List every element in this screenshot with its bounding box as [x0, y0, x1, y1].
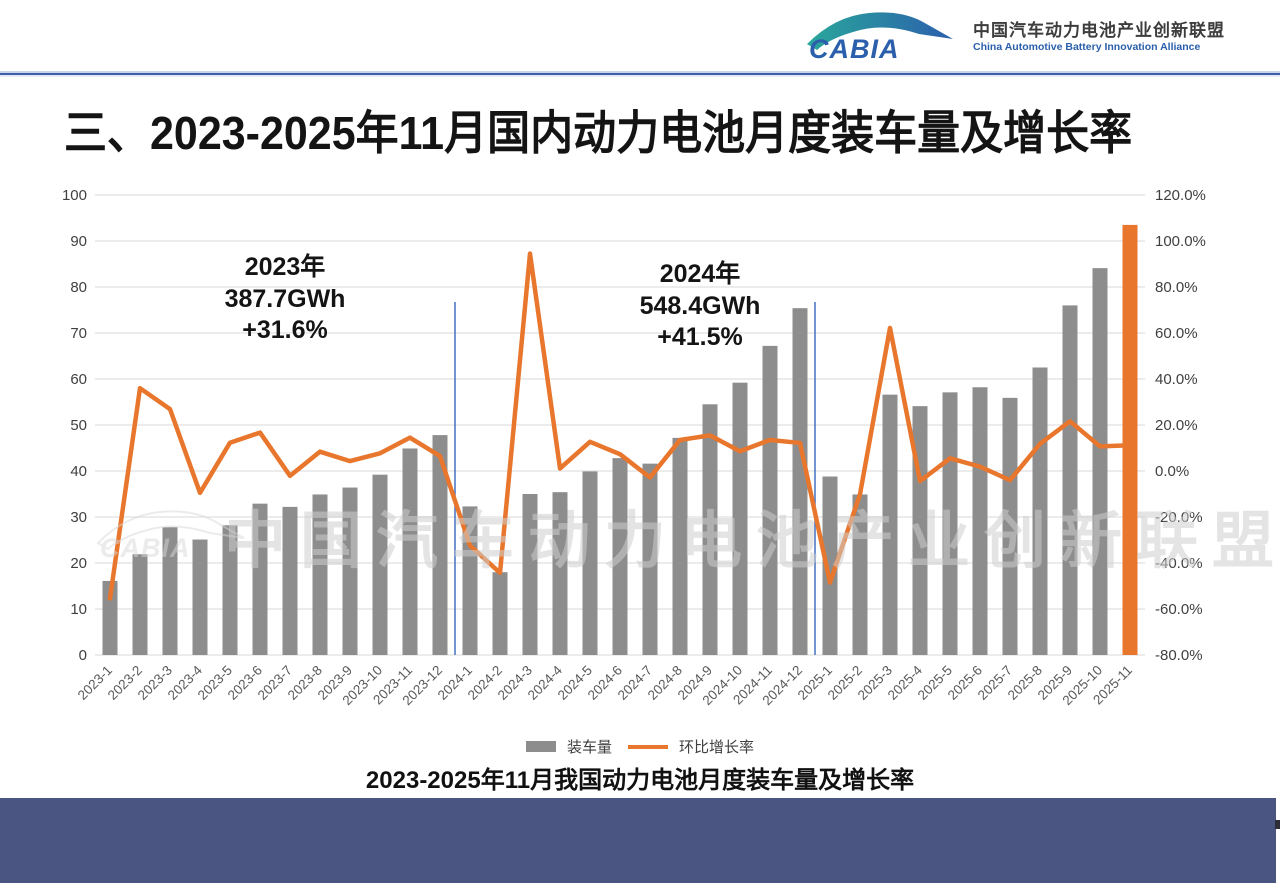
- bar: [492, 572, 508, 655]
- highlight-bar: [1122, 224, 1138, 655]
- bar: [342, 487, 358, 655]
- combo-chart: 0 10 20 30 40 50 60 70 80 90 100 -80.0% -60.0% -40.0%…: [62, 187, 1206, 708]
- annotation-line: +31.6%: [242, 316, 328, 344]
- legend-line-label: 环比增长率: [679, 739, 755, 756]
- bar: [462, 506, 478, 655]
- bar: [702, 404, 718, 655]
- page-title: 三、2023-2025年11月国内动力电池月度装车量及增长率: [64, 107, 1133, 160]
- right-axis-tick: 100.0%: [1155, 233, 1206, 250]
- right-axis-tick: 60.0%: [1155, 325, 1198, 342]
- annotation: 2023年 387.7GWh +31.6%: [225, 252, 346, 344]
- bar: [252, 503, 268, 655]
- year-divider-lines: [454, 302, 816, 655]
- annotation-line: 387.7GWh: [225, 285, 346, 313]
- bar: [972, 387, 988, 655]
- bar: [1062, 305, 1078, 655]
- svg-text:CABIA: CABIA: [809, 34, 900, 64]
- bar: [552, 492, 568, 655]
- left-axis-tick: 80: [70, 279, 87, 296]
- header: CABIA 中国汽车动力电池产业创新联盟 China Automotive Ba…: [0, 0, 1280, 72]
- cabia-logo: CABIA 中国汽车动力电池产业创新联盟 China Automotive Ba…: [801, 8, 1225, 66]
- bars-series: [102, 224, 1138, 655]
- footer-bar: [0, 798, 1276, 883]
- left-axis-tick: 90: [70, 233, 87, 250]
- chart: 0 10 20 30 40 50 60 70 80 90 100 -80.0% -60.0% -40.0%…: [0, 180, 1280, 756]
- left-axis-tick: 20: [70, 555, 87, 572]
- bar: [942, 392, 958, 655]
- org-name-en: China Automotive Battery Innovation Alli…: [973, 41, 1201, 54]
- bar: [522, 494, 538, 655]
- chart-legend: 装车量 环比增长率: [0, 736, 1280, 757]
- annotation-line: 2023年: [245, 252, 326, 281]
- legend-line-swatch: [628, 744, 668, 749]
- bar: [882, 394, 898, 655]
- bar: [792, 308, 808, 655]
- bar: [402, 448, 418, 655]
- org-name-cn: 中国汽车动力电池产业创新联盟: [973, 20, 1225, 40]
- legend-bar-swatch: [525, 741, 556, 752]
- bar: [222, 525, 238, 655]
- bar: [852, 494, 868, 655]
- bar: [822, 476, 838, 655]
- x-axis-labels: 2023-12023-22023-32023-42023-52023-62023…: [75, 662, 1135, 708]
- bar: [162, 527, 178, 655]
- page-number-mark: [1275, 820, 1280, 829]
- right-axis-tick: -20.0%: [1155, 509, 1203, 526]
- bar: [762, 345, 778, 655]
- right-axis-tick: 40.0%: [1155, 371, 1198, 388]
- left-axis-tick: 0: [79, 647, 87, 664]
- right-axis-tick: 120.0%: [1155, 187, 1206, 204]
- right-axis-tick: -60.0%: [1155, 601, 1203, 618]
- left-axis-tick: 50: [70, 417, 87, 434]
- annotation-line: 548.4GWh: [640, 292, 761, 320]
- bar: [1002, 397, 1018, 655]
- right-axis-tick: 80.0%: [1155, 279, 1198, 296]
- legend-bar-label: 装车量: [566, 739, 612, 756]
- bar: [672, 437, 688, 655]
- header-divider: [0, 71, 1280, 77]
- left-axis-tick: 40: [70, 463, 87, 480]
- left-axis-tick: 10: [70, 601, 87, 618]
- bar: [1092, 268, 1108, 655]
- bar: [732, 382, 748, 655]
- annotation-line: 2024年: [660, 259, 741, 288]
- bar: [612, 458, 628, 655]
- left-axis-tick: 30: [70, 509, 87, 526]
- chart-caption: 2023-2025年11月我国动力电池月度装车量及增长率: [365, 767, 915, 794]
- bar: [432, 435, 448, 655]
- bar: [102, 580, 118, 655]
- bar: [642, 463, 658, 655]
- bar: [132, 554, 148, 655]
- left-axis-tick: 100: [62, 187, 87, 204]
- left-axis-tick: 60: [70, 371, 87, 388]
- right-axis-tick: -80.0%: [1155, 647, 1203, 664]
- bar: [1032, 367, 1048, 655]
- right-axis-labels: -80.0% -60.0% -40.0% -20.0% 0.0% 20.0% 40.0% 60…: [1155, 187, 1206, 664]
- left-axis-tick: 70: [70, 325, 87, 342]
- bar: [372, 474, 388, 655]
- left-axis-labels: 0 10 20 30 40 50 60 70 80 90 100: [62, 187, 87, 664]
- growth-line: [107, 251, 1133, 601]
- bar: [312, 494, 328, 655]
- bar: [192, 539, 208, 655]
- right-axis-tick: 0.0%: [1155, 463, 1189, 480]
- annotation: 2024年 548.4GWh +41.5%: [640, 259, 761, 351]
- bar: [282, 506, 298, 655]
- bar: [582, 471, 598, 655]
- right-axis-tick: -40.0%: [1155, 555, 1203, 572]
- annotation-line: +41.5%: [657, 323, 743, 351]
- cabia-logo-icon: CABIA: [807, 12, 953, 64]
- right-axis-tick: 20.0%: [1155, 417, 1198, 434]
